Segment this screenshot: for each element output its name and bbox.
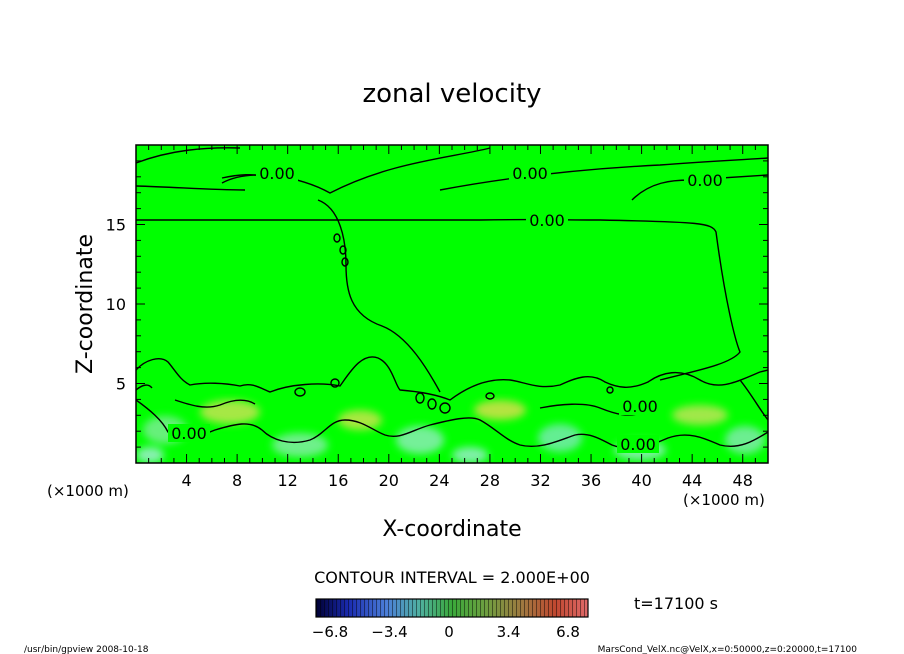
footer-left: /usr/bin/gpview 2008-10-18 — [24, 645, 149, 654]
colorbar-tick-label: −6.8 — [312, 623, 348, 641]
y-axis-title: Z-coordinate — [73, 234, 98, 374]
x-tick-label: 24 — [429, 471, 449, 490]
contour-left-lobe — [136, 185, 246, 191]
x-unit-label: (×1000 m) — [683, 491, 765, 509]
contour-eddy-4 — [439, 402, 451, 414]
y-tick-label: 15 — [106, 216, 126, 235]
x-tick-label: 4 — [181, 471, 191, 490]
colorbar — [315, 598, 589, 618]
colorbar-tick-label: 0 — [444, 623, 454, 641]
contour-blob-2 — [339, 245, 347, 255]
y-tick-label: 5 — [116, 375, 126, 394]
x-tick-label: 48 — [733, 471, 753, 490]
x-tick-label: 16 — [328, 471, 348, 490]
colorbar-tick-label: −3.4 — [371, 623, 407, 641]
colorbar-tick-labels: −6.8 −3.4 0 3.4 6.8 — [312, 623, 580, 641]
plot-area: 0.00 0.00 0.00 0.00 0.00 0.00 0.00 — [135, 144, 769, 464]
x-tick-label: 36 — [581, 471, 601, 490]
x-tick-label: 32 — [530, 471, 550, 490]
contour-blob-3 — [341, 257, 349, 267]
contour-top-left — [136, 147, 241, 164]
x-tick-label: 12 — [278, 471, 298, 490]
contour-upper-right — [439, 157, 768, 191]
contour-label: 0.00 — [171, 424, 207, 443]
y-unit-label: (×1000 m) — [47, 482, 129, 500]
contour-plume — [317, 199, 441, 393]
y-tick-label: 10 — [106, 295, 126, 314]
contour-interval-label: CONTOUR INTERVAL = 2.000E+00 — [314, 568, 590, 587]
contour-edge-right — [739, 379, 768, 421]
x-tick-label: 8 — [232, 471, 242, 490]
x-tick-label: 20 — [379, 471, 399, 490]
axis-ticks — [136, 145, 768, 463]
contour-labels: 0.00 0.00 0.00 0.00 0.00 0.00 0.00 — [168, 164, 726, 454]
contour-label: 0.00 — [259, 164, 295, 183]
colorbar-tick-label: 6.8 — [556, 623, 580, 641]
contour-label: 0.00 — [529, 211, 565, 230]
colorbar-frame — [315, 598, 589, 618]
contour-eddy-2 — [415, 392, 425, 404]
colorbar-tick-label: 3.4 — [497, 623, 521, 641]
contour-eddy-5 — [485, 392, 495, 400]
time-label: t=17100 s — [634, 594, 718, 613]
x-axis-title: X-coordinate — [382, 517, 521, 542]
footer-right: MarsCond_VelX.nc@VelX,x=0:50000,z=0:2000… — [598, 645, 858, 654]
x-tick-label: 44 — [682, 471, 702, 490]
x-tick-label: 28 — [480, 471, 500, 490]
colorbar-stripes — [316, 599, 588, 617]
y-tick-labels: 5 10 15 — [106, 216, 126, 394]
x-tick-label: 40 — [631, 471, 651, 490]
contour-eddy-1 — [330, 378, 340, 388]
x-tick-labels: 4 8 12 16 20 24 28 32 36 40 44 48 — [181, 471, 752, 490]
contour-eddy-3 — [427, 398, 437, 410]
contour-edge-left — [136, 384, 153, 391]
contour-eddy-6 — [294, 387, 306, 397]
contour-label: 0.00 — [622, 397, 658, 416]
contour-label: 0.00 — [620, 435, 656, 454]
contour-label: 0.00 — [512, 164, 548, 183]
contour-mid-low — [174, 399, 256, 408]
contour-low-band — [136, 356, 768, 401]
chart-title: zonal velocity — [362, 79, 541, 109]
contour-label: 0.00 — [687, 171, 723, 190]
contour-blob-1 — [333, 233, 341, 243]
contour-eddy-7 — [606, 386, 614, 394]
